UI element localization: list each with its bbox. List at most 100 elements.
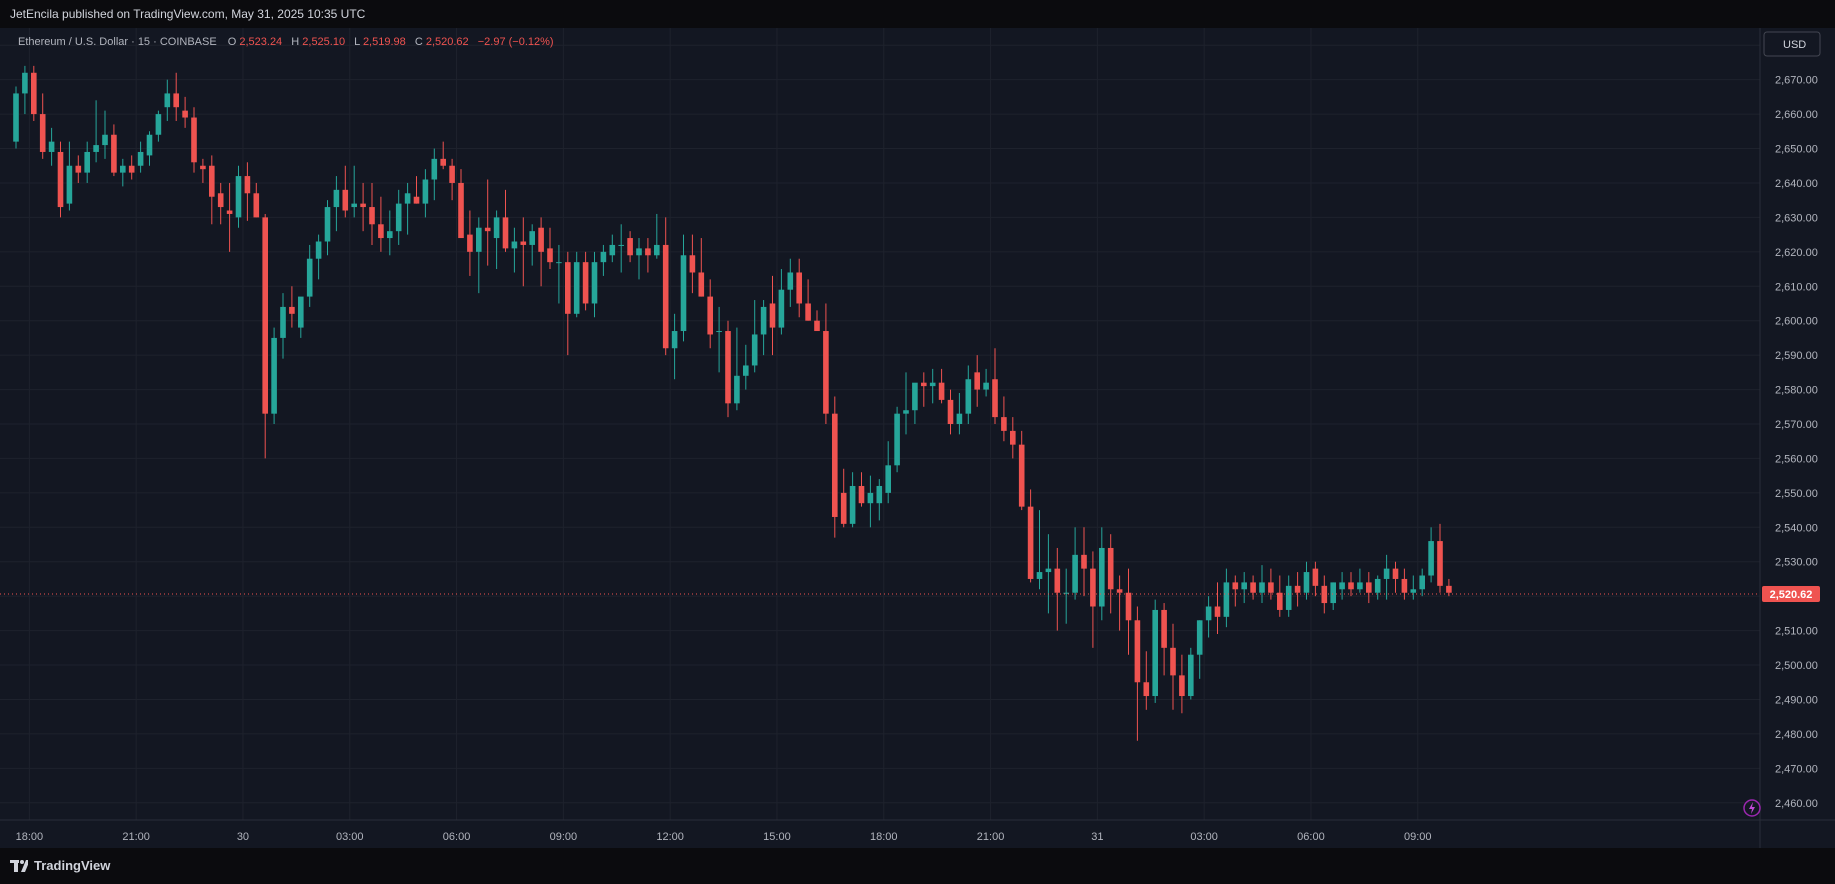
time-tick-label: 03:00 [336,831,364,843]
candle-body [823,331,829,414]
candle-body [1081,554,1087,569]
candle-body [689,255,696,273]
candle-body [573,262,580,314]
candle-body [502,217,509,249]
candle-body [84,151,90,173]
candle-body [484,227,491,232]
candle-body [422,179,429,204]
legend-high-label: H [291,36,299,48]
legend-low: 2,519.98 [363,36,406,48]
candle-body [48,141,55,152]
brand-name: TradingView [34,858,111,873]
price-axis[interactable]: 2,460.00 2,470.00 2,480.00 2,490.00 2,500.00… [1775,40,1818,810]
candle-body [1107,547,1114,590]
candle-body [609,244,616,256]
candle-body [253,193,260,218]
currency-button-label[interactable]: USD [1783,39,1806,51]
candle-body [342,189,349,211]
candle-body [796,272,802,304]
candle-body [39,114,46,152]
candle-body [814,320,820,332]
candles [13,65,1452,741]
candle-body [716,331,722,333]
legend-low-label: L [354,36,360,48]
tradingview-logo[interactable]: TradingView [10,858,110,873]
candle-body [921,382,927,387]
candle-body [1437,541,1443,586]
candle-body [654,244,660,256]
candle-body [645,248,651,256]
candle-body [1330,582,1336,604]
chart-frame[interactable]: 2,460.00 2,470.00 2,480.00 2,490.00 2,500.00… [0,28,1835,848]
currency-button[interactable]: USD [1763,31,1821,57]
time-tick-label: 21:00 [122,831,150,843]
candle-body [289,306,295,314]
price-tick-label: 2,660.00 [1775,109,1818,121]
alert-icon-ring[interactable] [1743,799,1761,817]
candle-body [840,492,847,524]
candle-body [707,296,713,335]
candle-body [1339,582,1345,590]
price-tick-label: 2,650.00 [1775,144,1818,156]
price-tick-label: 2,590.00 [1775,350,1818,362]
candle-body [627,238,633,256]
time-tick-label: 03:00 [1190,831,1218,843]
candle-body [858,485,865,504]
time-tick-label: 31 [1091,831,1103,843]
legend-symbol[interactable]: Ethereum / U.S. Dollar · 15 · COINBASE [18,36,217,48]
legend-open: 2,523.24 [239,36,282,48]
candle-body [458,182,464,239]
last-price-tag-bg [1762,586,1820,603]
candle-body [280,306,286,338]
candle-body [734,375,740,404]
candle-body [137,151,144,166]
candle-body [1241,582,1247,590]
candle-body [751,334,758,366]
candle-body [1250,582,1256,593]
candle-body [1027,506,1034,579]
candle-body [1196,620,1203,655]
candle-body [1090,568,1096,607]
candle-body [271,337,277,414]
candle-body [387,231,393,239]
candle-body [467,234,473,252]
time-tick-label: 18:00 [870,831,898,843]
publish-header: JetEncila published on TradingView.com, … [0,0,1835,28]
price-tick-label: 2,670.00 [1775,75,1818,87]
candle-body [947,399,954,424]
candle-body [965,379,972,414]
time-tick-label: 18:00 [16,831,44,843]
candle-body [191,117,197,163]
candle-body [111,134,117,173]
candle-body [31,72,37,115]
candle-body [1018,444,1025,507]
time-axis[interactable]: 18:00 21:00 30 03:00 06:00 09:00 12:00 15:00 18:… [16,831,1432,843]
price-tick-label: 2,600.00 [1775,316,1818,328]
alert-icon[interactable] [1743,799,1761,817]
candle-body [1392,568,1399,579]
symbol-legend[interactable]: Ethereum / U.S. Dollar · 15 · COINBASE O… [18,36,554,48]
candle-body [164,93,171,108]
price-tick-label: 2,570.00 [1775,419,1818,431]
time-tick-label: 09:00 [1404,831,1432,843]
candlestick-chart[interactable]: 2,460.00 2,470.00 2,480.00 2,490.00 2,500.00… [0,28,1835,848]
candle-body [1170,647,1176,676]
candle-body [244,176,251,194]
currency-button-frame[interactable] [1763,31,1821,57]
candle-body [440,158,446,166]
candle-body [743,365,749,376]
time-tick-label: 06:00 [443,831,471,843]
lightning-icon [1749,802,1755,814]
candle-body [760,306,767,335]
candle-body [1303,572,1310,593]
price-tick-label: 2,580.00 [1775,385,1818,397]
candle-body [876,485,883,504]
candle-body [395,203,402,232]
candle-body [75,165,82,173]
candle-body [235,176,242,218]
candle-body [200,165,206,170]
candle-body [680,255,687,332]
candle-body [476,227,482,252]
time-tick-label: 30 [237,831,249,843]
candle-body [1010,430,1016,445]
